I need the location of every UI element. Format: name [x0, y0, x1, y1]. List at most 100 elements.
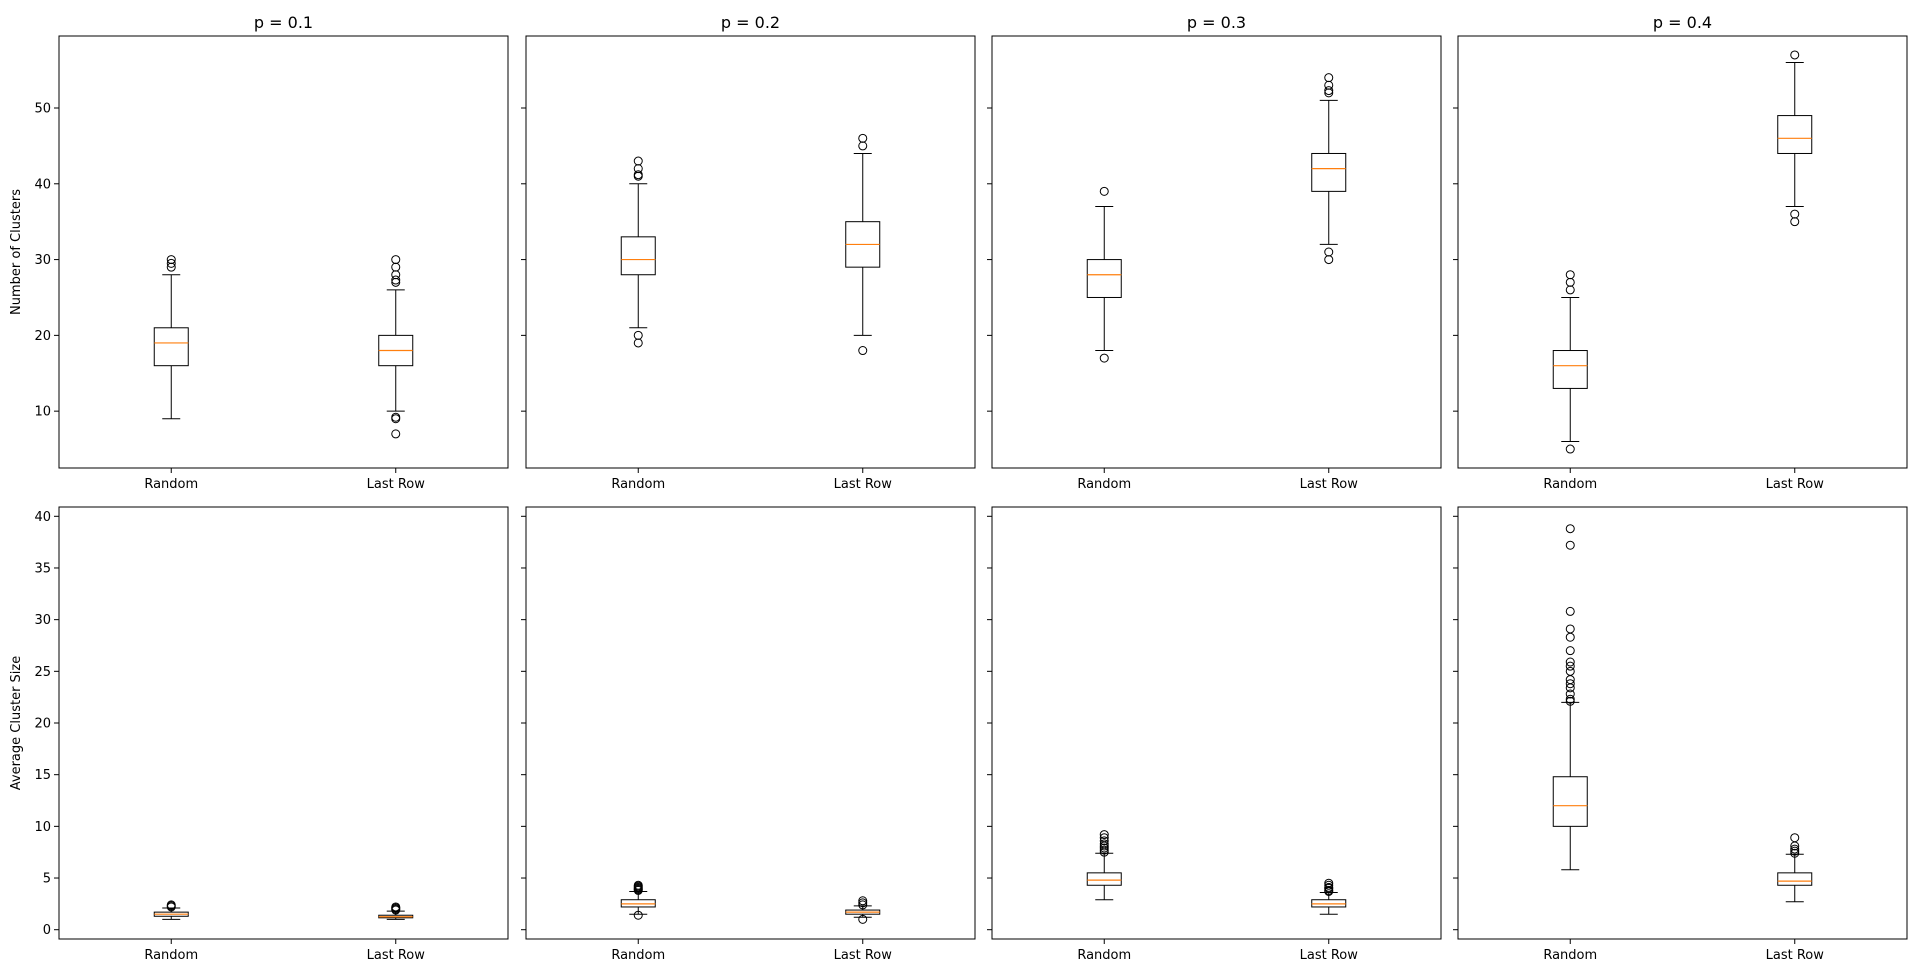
- outlier-point: [1324, 878, 1334, 888]
- outlier-point: [1099, 830, 1109, 840]
- subplot-0-0: 10 20 30 40 50 Number of Clusters p = 0.1 Rando…: [9, 13, 509, 492]
- y-tick-label: 50: [34, 102, 51, 117]
- outlier-point: [633, 170, 643, 180]
- outlier-point: [1790, 50, 1800, 60]
- y-tick-label: 25: [34, 665, 51, 680]
- iqr-box: [1777, 872, 1813, 886]
- outlier-point: [633, 338, 643, 348]
- box-last-row: [845, 896, 881, 924]
- outlier-point: [391, 262, 401, 272]
- outlier-point: [1099, 839, 1109, 849]
- box-last-row: [378, 255, 414, 439]
- outlier-point: [1099, 833, 1109, 843]
- y-axis-label: Average Cluster Size: [9, 656, 24, 790]
- outlier-point: [391, 275, 401, 285]
- x-tick-label: Random: [1543, 948, 1597, 963]
- subplot-0-1: p = 0.2 Random Last Row: [521, 13, 976, 492]
- outlier-point: [391, 255, 401, 265]
- outlier-point: [1565, 540, 1575, 550]
- axes-frame: [1457, 35, 1908, 469]
- axes-frame: [991, 506, 1442, 940]
- iqr-box: [1311, 152, 1347, 192]
- x-tick-label: Last Row: [834, 477, 893, 492]
- outlier-point: [391, 902, 401, 912]
- iqr-box: [620, 236, 656, 276]
- outlier-point: [166, 900, 176, 910]
- outlier-point: [633, 164, 643, 174]
- box-last-row: [845, 133, 881, 356]
- x-tick-label: Last Row: [1766, 477, 1825, 492]
- box-last-row: [1777, 833, 1813, 903]
- box-last-row: [1311, 73, 1347, 265]
- outlier-point: [391, 429, 401, 439]
- outlier-point: [858, 346, 868, 356]
- subplot-1-2: Random Last Row: [987, 506, 1442, 963]
- axes-frame: [991, 35, 1442, 469]
- outlier-point: [166, 258, 176, 268]
- subplot-1-1: Random Last Row: [521, 506, 976, 963]
- x-tick-label: Last Row: [367, 948, 426, 963]
- y-tick-label: 5: [43, 872, 51, 887]
- outlier-point: [391, 412, 401, 422]
- y-tick-label: 10: [34, 405, 51, 420]
- x-tick-label: Random: [144, 477, 198, 492]
- x-tick-label: Last Row: [1766, 948, 1825, 963]
- outlier-point: [1565, 646, 1575, 656]
- box-random: [1552, 524, 1588, 871]
- x-tick-label: Random: [611, 477, 665, 492]
- y-tick-label: 20: [34, 717, 51, 732]
- outlier-point: [1565, 657, 1575, 667]
- iqr-box: [1777, 115, 1813, 154]
- outlier-point: [1565, 694, 1575, 704]
- box-random: [1086, 830, 1122, 901]
- outlier-point: [1324, 255, 1334, 265]
- iqr-box: [1086, 259, 1122, 298]
- y-tick-label: 35: [34, 561, 51, 576]
- outlier-point: [1790, 209, 1800, 219]
- outlier-point: [1565, 632, 1575, 642]
- outlier-point: [1565, 666, 1575, 676]
- outlier-point: [858, 896, 868, 906]
- x-tick-label: Random: [1077, 948, 1131, 963]
- outlier-point: [1565, 606, 1575, 616]
- outlier-point: [1790, 846, 1800, 856]
- outlier-point: [1324, 86, 1334, 96]
- outlier-point: [858, 900, 868, 910]
- y-tick-label: 30: [34, 253, 51, 268]
- outlier-point: [1565, 444, 1575, 454]
- axes-frame: [525, 35, 976, 469]
- outlier-point: [1324, 885, 1334, 895]
- outlier-point: [1099, 843, 1109, 853]
- box-last-row: [1311, 878, 1347, 915]
- box-random: [153, 900, 189, 920]
- box-last-row: [1777, 50, 1813, 227]
- outlier-point: [858, 898, 868, 908]
- outlier-point: [1565, 696, 1575, 706]
- iqr-box: [1552, 350, 1588, 389]
- outlier-point: [633, 880, 643, 890]
- axes-frame: [1457, 506, 1908, 940]
- iqr-box: [1086, 872, 1122, 886]
- box-random: [153, 255, 189, 420]
- y-tick-label: 0: [43, 923, 51, 938]
- x-tick-label: Last Row: [834, 948, 893, 963]
- x-tick-label: Random: [611, 948, 665, 963]
- x-tick-label: Last Row: [1300, 948, 1359, 963]
- box-random: [620, 880, 656, 920]
- y-tick-label: 10: [34, 820, 51, 835]
- subplot-1-3: Random Last Row: [1453, 506, 1908, 963]
- box-random: [1086, 186, 1122, 363]
- subplot-1-0: 0 5 10 15 20 25 30 35 40 Average Cluster Size Rand…: [9, 506, 509, 963]
- subplot-0-2: p = 0.3 Random Last Row: [987, 13, 1442, 492]
- axes-frame: [58, 506, 509, 940]
- outlier-point: [1324, 880, 1334, 890]
- box-random: [620, 156, 656, 348]
- y-tick-label: 15: [34, 768, 51, 783]
- box-last-row: [378, 902, 414, 920]
- iqr-box: [1552, 776, 1588, 827]
- outlier-point: [1099, 836, 1109, 846]
- outlier-point: [1565, 285, 1575, 295]
- outlier-point: [1790, 844, 1800, 854]
- outlier-point: [1790, 833, 1800, 843]
